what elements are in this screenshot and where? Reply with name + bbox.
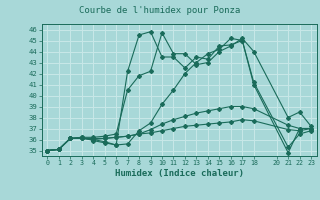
X-axis label: Humidex (Indice chaleur): Humidex (Indice chaleur) [115,169,244,178]
Text: Courbe de l'humidex pour Ponza: Courbe de l'humidex pour Ponza [79,6,241,15]
